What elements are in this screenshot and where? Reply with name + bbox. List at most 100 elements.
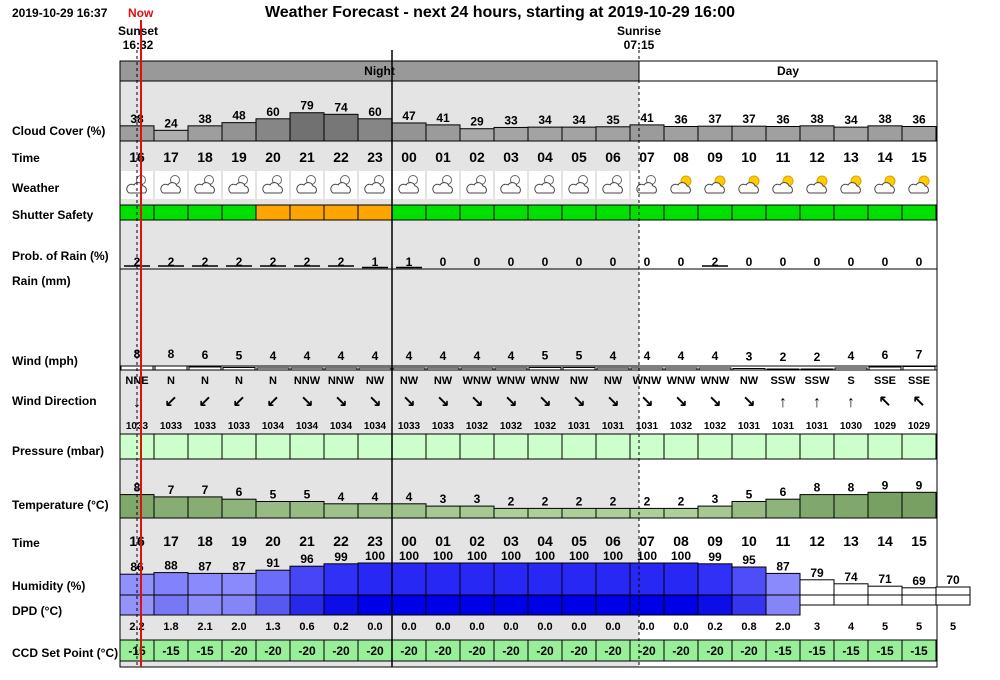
cloud-bar xyxy=(289,112,325,142)
time-label: 08 xyxy=(673,533,689,549)
time-label: 12 xyxy=(809,149,825,165)
temperature-bar xyxy=(833,494,869,519)
wind-direction-label: SSW xyxy=(804,375,830,387)
cloud-cover-row: 38 24 38 48 60 79 74 60 47 41 29 33 34 34 35 41 36 37 37 36… xyxy=(119,99,937,142)
pressure-value: 1033 xyxy=(160,421,183,432)
cloud-bar xyxy=(799,125,835,142)
dpd-bar xyxy=(493,594,529,616)
humidity-bar xyxy=(731,566,767,596)
prob-rain-value: 2 xyxy=(270,255,277,269)
time-row-2: 16 17 18 19 20 21 22 23 00 01 02 03 04 05 06 07 08 09 10 11… xyxy=(129,533,927,549)
shutter-cell-safe xyxy=(697,204,733,221)
wind-arrow-icon: ↘ xyxy=(470,394,483,411)
shutter-cell-safe xyxy=(799,204,835,221)
humidity-value: 96 xyxy=(300,552,314,566)
temperature-value: 8 xyxy=(814,481,821,495)
wind-direction-label: SSE xyxy=(874,375,896,387)
humidity-value: 88 xyxy=(164,559,178,573)
cloud-value: 36 xyxy=(776,112,790,126)
ccd-value: -20 xyxy=(570,644,588,658)
cloud-value: 34 xyxy=(844,113,858,127)
ccd-value: -20 xyxy=(434,644,452,658)
temperature-bar xyxy=(255,501,291,519)
wind-value: 8 xyxy=(134,347,141,361)
humidity-value: 69 xyxy=(912,574,926,588)
dpd-value: 0.8 xyxy=(741,621,756,633)
cloud-value: 41 xyxy=(436,111,450,125)
pressure-value: 1032 xyxy=(704,421,727,432)
sunrise-block: Sunrise 07:15 xyxy=(609,24,669,52)
dpd-value: 0.0 xyxy=(571,621,586,633)
shutter-cell-safe xyxy=(459,204,495,221)
cloud-bar xyxy=(391,122,427,142)
humidity-value: 99 xyxy=(334,550,348,564)
ccd-value: -20 xyxy=(400,644,418,658)
dpd-bar xyxy=(221,594,257,616)
wind-arrow-icon: ↙ xyxy=(164,394,177,411)
humidity-value: 87 xyxy=(198,559,212,573)
time-label: 16 xyxy=(129,533,145,549)
pressure-cell xyxy=(833,433,869,460)
pressure-value: 1033 xyxy=(228,421,251,432)
shutter-cell-safe xyxy=(391,204,427,221)
pressure-cell xyxy=(357,433,393,460)
temperature-value: 2 xyxy=(542,494,549,508)
wind-value: 5 xyxy=(236,349,243,363)
time-label: 05 xyxy=(571,149,587,165)
pressure-value: 1033 xyxy=(398,421,421,432)
ccd-value: -20 xyxy=(298,644,316,658)
wind-arrow-icon: ↘ xyxy=(402,394,415,411)
wind-arrow-icon: ↘ xyxy=(572,394,585,411)
partly-cloudy-night-icon xyxy=(602,182,623,194)
prob-rain-value: 2 xyxy=(304,255,311,269)
temperature-bar xyxy=(425,505,461,519)
dpd-bar xyxy=(187,594,223,616)
current-time: 2019-10-29 16:37 xyxy=(12,6,108,20)
label-prob-rain: Prob. of Rain (%) xyxy=(12,249,109,263)
wind-direction-label: N xyxy=(167,375,175,387)
humidity-value: 100 xyxy=(535,549,555,563)
label-time: Time xyxy=(12,151,40,165)
time-label: 20 xyxy=(265,533,281,549)
humidity-value: 74 xyxy=(844,570,858,584)
temperature-value: 2 xyxy=(508,494,515,508)
prob-rain-value: 0 xyxy=(508,255,515,269)
wind-direction-label: N xyxy=(201,375,209,387)
pressure-value: 1034 xyxy=(330,421,353,432)
dpd-value: 0.6 xyxy=(299,621,314,633)
time-label: 23 xyxy=(367,533,383,549)
dpd-value: 0.0 xyxy=(503,621,518,633)
temperature-value: 9 xyxy=(916,478,923,492)
prob-rain-value: 0 xyxy=(440,255,447,269)
dpd-value: 0.0 xyxy=(639,621,654,633)
wind-arrow-icon: ↖ xyxy=(912,394,925,411)
wind-value: 3 xyxy=(746,350,753,364)
temperature-bar xyxy=(493,507,529,519)
time-label: 22 xyxy=(333,149,349,165)
partly-cloudy-night-icon xyxy=(160,182,181,194)
ccd-value: -20 xyxy=(502,644,520,658)
temperature-bar xyxy=(357,503,393,519)
time-label: 18 xyxy=(197,149,213,165)
prob-rain-value: 2 xyxy=(202,255,209,269)
partly-cloudy-day-icon xyxy=(704,182,725,194)
label-time-2: Time xyxy=(12,536,40,550)
prob-rain-value: 0 xyxy=(780,255,787,269)
prob-rain-value: 0 xyxy=(610,255,617,269)
temperature-bar xyxy=(799,494,835,519)
partly-cloudy-night-icon xyxy=(262,182,283,194)
humidity-value: 100 xyxy=(501,549,521,563)
wind-direction-label: SSW xyxy=(770,375,796,387)
label-shutter-safety: Shutter Safety xyxy=(12,208,94,222)
pressure-value: 1033 xyxy=(432,421,455,432)
humidity-value: 100 xyxy=(569,549,589,563)
prob-rain-value: 0 xyxy=(678,255,685,269)
time-label: 16 xyxy=(129,149,145,165)
temperature-bar xyxy=(697,505,733,519)
prob-rain-value: 1 xyxy=(406,255,413,269)
cloud-value: 48 xyxy=(232,109,246,123)
cloud-value: 34 xyxy=(538,113,552,127)
sunset-block: Sunset 16:32 xyxy=(108,24,168,52)
dpd-bar xyxy=(255,594,291,616)
humidity-bar xyxy=(323,563,359,596)
